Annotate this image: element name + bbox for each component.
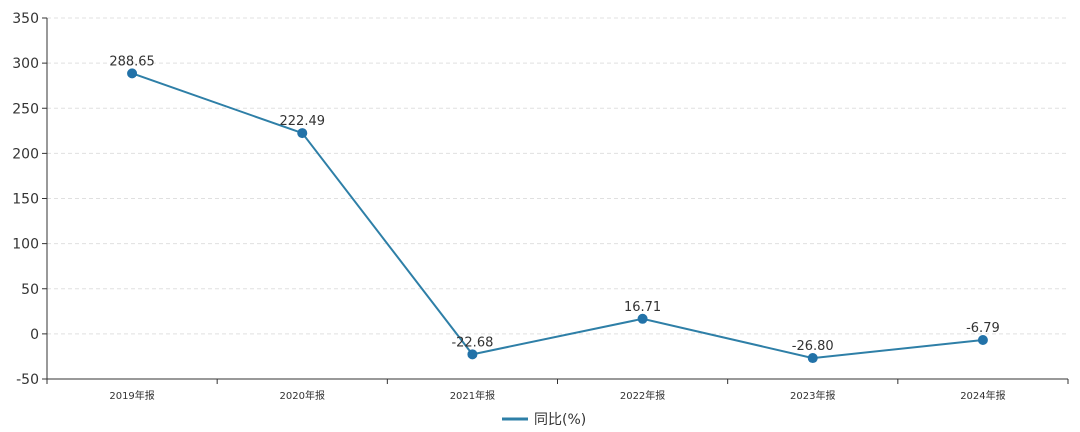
data-label: 222.49 bbox=[280, 114, 326, 129]
data-point[interactable] bbox=[637, 313, 648, 324]
x-tick-label: 2024年报 bbox=[960, 389, 1005, 402]
data-label: 288.65 bbox=[109, 54, 155, 69]
data-point[interactable] bbox=[807, 353, 818, 364]
x-tick-label: 2019年报 bbox=[109, 389, 154, 402]
data-point[interactable] bbox=[977, 335, 988, 346]
y-tick-label: 100 bbox=[12, 237, 39, 253]
x-tick-label: 2021年报 bbox=[450, 389, 495, 402]
data-point[interactable] bbox=[467, 349, 478, 360]
y-tick-label: 300 bbox=[12, 56, 39, 72]
series-layer: 288.65 222.49 -22.68 16.71 -26.80 -6.79 bbox=[109, 54, 1000, 364]
data-point[interactable] bbox=[297, 128, 308, 139]
series-line bbox=[131, 72, 984, 360]
x-tick-label: 2020年报 bbox=[280, 389, 325, 402]
data-label: 16.71 bbox=[624, 300, 661, 315]
data-label: -6.79 bbox=[966, 321, 1000, 336]
axes bbox=[46, 18, 1068, 380]
grid-lines bbox=[47, 17, 1068, 335]
x-tick-label: 2023年报 bbox=[790, 389, 835, 402]
y-tick-label: 0 bbox=[30, 327, 39, 343]
y-tick-label: 150 bbox=[12, 192, 39, 208]
x-tick-label: 2022年报 bbox=[620, 389, 665, 402]
legend[interactable]: 同比(%) bbox=[502, 412, 586, 428]
x-axis-ticks: 2019年报 2020年报 2021年报 2022年报 2023年报 2024年报 bbox=[46, 379, 1069, 402]
data-point[interactable] bbox=[127, 68, 138, 79]
y-tick-label: 200 bbox=[12, 146, 39, 162]
y-tick-label: 350 bbox=[12, 11, 39, 27]
data-label: -26.80 bbox=[792, 339, 834, 354]
y-axis-ticks: -50 0 50 100 150 200 250 300 350 bbox=[12, 11, 47, 388]
y-tick-label: 250 bbox=[12, 101, 39, 117]
y-tick-label: -50 bbox=[16, 372, 39, 388]
y-tick-label: 50 bbox=[21, 282, 39, 298]
data-label: -22.68 bbox=[451, 335, 493, 350]
legend-label: 同比(%) bbox=[534, 412, 586, 428]
